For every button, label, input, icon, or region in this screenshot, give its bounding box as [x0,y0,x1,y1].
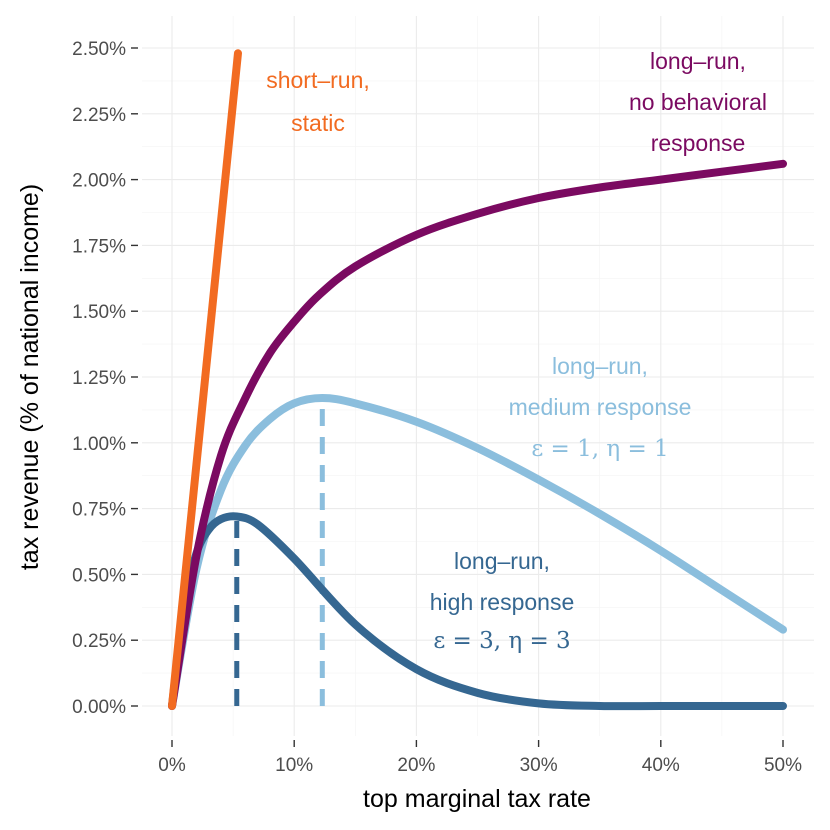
annotation-short-run-line-2: static [291,110,345,136]
annotation-medium-response: long–run, medium response ε = 1, η = 1 [509,353,692,462]
peak-markers [234,398,325,706]
y-tick-label: 0.00% [72,697,126,718]
y-tick-label: 1.50% [72,302,126,323]
x-tick-label: 0% [158,755,186,776]
annotation-high-line-1: long–run, [454,548,550,574]
axis-ticks: 0.00% 0.25% 0.50% 0.75% 1.00% 1.25% 1.50% 1.75%… [72,39,802,776]
y-tick-label: 2.00% [72,171,126,192]
annotation-high-line-3: ε = 3, η = 3 [433,628,570,654]
x-tick-label: 30% [520,755,558,776]
y-tick-label: 0.25% [72,631,126,652]
x-tick-label: 50% [764,755,802,776]
annotation-medium-line-1: long–run, [552,353,648,379]
annotation-short-run: short–run, static [266,67,370,136]
y-tick-label: 0.75% [72,500,126,521]
annotation-no-response-line-2: no behavioral [629,89,767,115]
y-tick-label: 1.25% [72,368,126,389]
series-lines [168,49,787,711]
annotation-medium-line-2: medium response [509,394,692,420]
annotation-high-line-2: high response [430,589,575,615]
x-tick-label: 10% [275,755,313,776]
annotation-short-run-line-1: short–run, [266,67,370,93]
annotation-no-response-line-1: long–run, [650,48,746,74]
y-tick-label: 1.00% [72,434,126,455]
x-axis-title: top marginal tax rate [363,785,591,813]
series-short-run-static [168,49,242,710]
y-tick-label: 2.50% [72,39,126,60]
annotation-medium-line-3: ε = 1, η = 1 [531,436,668,462]
y-tick-label: 2.25% [72,105,126,126]
x-tick-label: 20% [397,755,435,776]
series-no-behavioral-response [168,159,787,710]
series-medium-response [168,394,787,710]
annotation-no-response-line-3: response [651,130,746,156]
y-tick-label: 1.75% [72,236,126,257]
annotation-no-response: long–run, no behavioral response [629,48,767,156]
y-axis-title: tax revenue (% of national income) [16,184,44,570]
annotation-high-response: long–run, high response ε = 3, η = 3 [430,548,575,654]
y-tick-label: 0.50% [72,565,126,586]
x-tick-label: 40% [642,755,680,776]
